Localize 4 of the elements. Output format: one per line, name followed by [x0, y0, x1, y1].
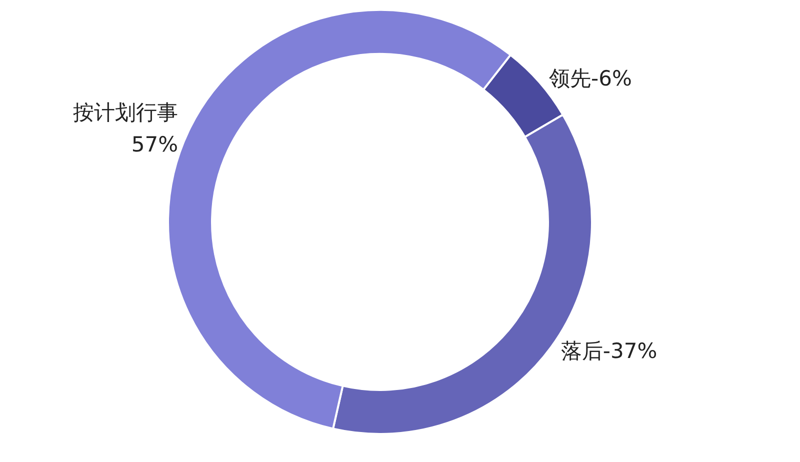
slice-label: 领先-6%	[549, 66, 632, 90]
data-label: 57%	[131, 132, 178, 156]
slice-label: 按计划行事	[73, 100, 178, 124]
slice-label: 落后-37%	[560, 338, 658, 363]
